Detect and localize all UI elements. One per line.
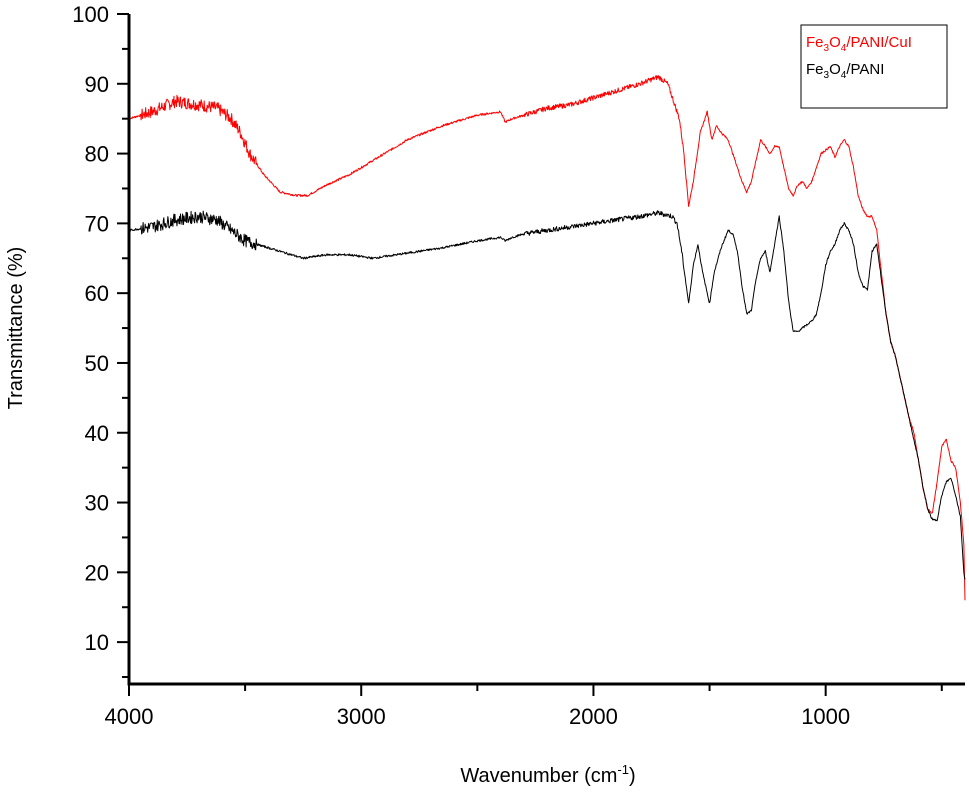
y-tick-label-90: 90 <box>85 72 109 97</box>
y-tick-label-80: 80 <box>85 142 109 167</box>
y-tick-label-20: 20 <box>85 560 109 585</box>
y-tick-label-50: 50 <box>85 351 109 376</box>
series-line-fe3o4-pani <box>128 210 966 580</box>
x-axis-label: Wavenumber (cm-1) <box>460 762 635 787</box>
x-tick-label-3000: 3000 <box>337 704 386 729</box>
x-tick-label-2000: 2000 <box>569 704 618 729</box>
y-tick-label-100: 100 <box>72 2 109 27</box>
axes-layer <box>127 14 965 686</box>
x-axis-label-main: Wavenumber (cm <box>460 765 617 787</box>
y-tick-label-10: 10 <box>85 630 109 655</box>
y-tick-label-70: 70 <box>85 211 109 236</box>
x-tick-label-1000: 1000 <box>801 704 850 729</box>
legend: Fe3O4/PANI/CuI Fe3O4/PANI <box>800 24 948 109</box>
y-tick-label-40: 40 <box>85 421 109 446</box>
ticks-layer: 4000 3000 2000 1000 10 20 30 40 50 60 70 80 90 100 <box>72 2 943 729</box>
x-axis-label-end: ) <box>629 765 636 787</box>
series-line-fe3o4-pani-cui <box>128 75 966 601</box>
x-axis-label-superscript: -1 <box>617 762 629 777</box>
legend-entry-fe3o4-pani: Fe3O4/PANI <box>806 61 884 81</box>
x-tick-label-4000: 4000 <box>105 704 154 729</box>
y-tick-label-30: 30 <box>85 491 109 516</box>
series-layer <box>128 75 966 601</box>
legend-box <box>800 24 948 109</box>
legend-entry-fe3o4-pani-cui: Fe3O4/PANI/CuI <box>806 34 912 54</box>
y-axis-label: Transmittance (%) <box>5 247 27 410</box>
y-tick-label-60: 60 <box>85 281 109 306</box>
